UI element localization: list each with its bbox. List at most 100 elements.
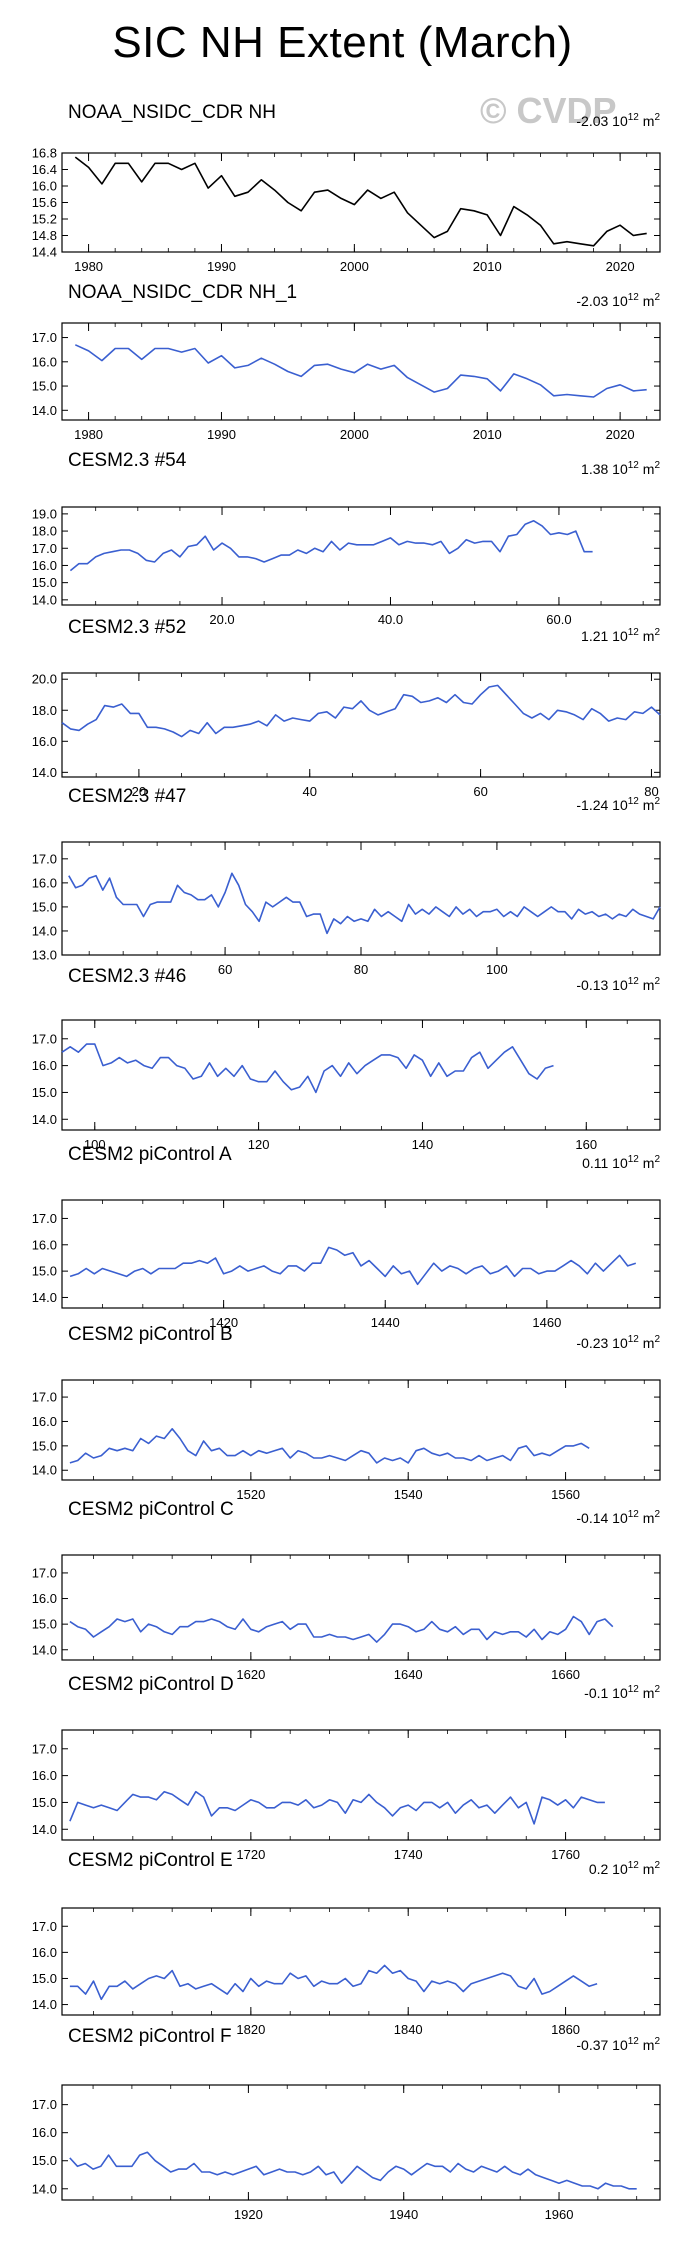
x-tick-label: 1520 <box>236 1487 265 1502</box>
x-tick-label: 100 <box>486 962 508 977</box>
x-tick-label: 1920 <box>234 2207 263 2222</box>
y-tick-label: 14.0 <box>32 1290 57 1305</box>
chart-panel-0: NOAA_NSIDC_CDR NH -2.03 1012 m2 16.816.4 16… <box>32 102 661 274</box>
y-tick-label: 14.0 <box>32 2181 57 2196</box>
chart-panel-2: CESM2.3 #54 1.38 1012 m2 19.0 18.0 17.0 16.0 1… <box>32 450 661 627</box>
x-tick-label: 1620 <box>236 1667 265 1682</box>
x-tick-label: 1440 <box>371 1315 400 1330</box>
trend-label: -0.23 1012 m2 <box>576 1334 660 1351</box>
y-tick-label: 15.0 <box>32 2153 57 2168</box>
x-tick-label: 2020 <box>606 259 635 274</box>
chart-panel-11: CESM2 piControl F -0.37 1012 m2 17.0 16.0 15… <box>32 2026 661 2222</box>
chart-panel-4: CESM2.3 #47 -1.24 1012 m2 17.0 16.0 15.0 14.0… <box>32 786 661 977</box>
plot-frame <box>61 841 661 956</box>
series-line <box>61 684 661 738</box>
x-tick-label: 40.0 <box>378 612 403 627</box>
y-tick-label: 15.0 <box>32 899 57 914</box>
chart-panel-5: CESM2.3 #46 -0.13 1012 m2 17.0 16.0 15.0 14.0… <box>32 966 661 1152</box>
x-tick-label: 1980 <box>74 427 103 442</box>
chart-panel-3: CESM2.3 #52 1.21 1012 m2 20.0 18.0 16.0 14.0 2… <box>32 617 661 799</box>
series-line <box>69 1428 590 1464</box>
y-tick-label: 14.0 <box>32 403 57 418</box>
y-tick-label: 15.0 <box>32 1264 57 1279</box>
panel-title: NOAA_NSIDC_CDR NH_1 <box>68 282 297 303</box>
x-tick-label: 1990 <box>207 259 236 274</box>
y-tick-label: 15.6 <box>32 195 57 210</box>
x-tick-label: 1720 <box>236 1847 265 1862</box>
x-tick-label: 1980 <box>74 259 103 274</box>
plot-frame <box>61 1907 661 2016</box>
y-tick-label: 14.8 <box>32 228 57 243</box>
y-tick-label: 14.4 <box>32 245 57 260</box>
y-tick-label: 16.0 <box>32 179 57 194</box>
x-tick-label: 140 <box>412 1137 434 1152</box>
y-tick-label: 17.0 <box>32 1565 57 1580</box>
panel-title: CESM2.3 #47 <box>68 786 186 807</box>
x-tick-label: 40 <box>303 784 317 799</box>
x-tick-label: 20 <box>132 784 146 799</box>
y-tick-label: 14.0 <box>32 1463 57 1478</box>
x-tick-label: 1990 <box>207 427 236 442</box>
trend-label: 0.2 1012 m2 <box>589 1860 661 1877</box>
x-tick-label: 2010 <box>473 427 502 442</box>
x-tick-label: 1660 <box>551 1667 580 1682</box>
x-tick-label: 1940 <box>389 2207 418 2222</box>
x-tick-label: 1540 <box>394 1487 423 1502</box>
x-tick-label: 1760 <box>551 1847 580 1862</box>
y-tick-label: 15.0 <box>32 1971 57 1986</box>
y-tick-label: 15.0 <box>32 1795 57 1810</box>
x-tick-label: 20.0 <box>209 612 234 627</box>
series-line <box>74 344 647 398</box>
plot-frame <box>61 1199 661 1309</box>
panel-title: NOAA_NSIDC_CDR NH <box>68 102 276 123</box>
y-tick-label: 17.0 <box>32 1390 57 1405</box>
y-tick-label: 14.0 <box>32 592 57 607</box>
y-tick-label: 20.0 <box>32 672 57 687</box>
y-tick-label: 18.0 <box>32 524 57 539</box>
x-tick-label: 1840 <box>394 2022 423 2037</box>
series-line <box>61 1043 554 1094</box>
y-tick-label: 17.0 <box>32 1211 57 1226</box>
trend-label: -0.1 1012 m2 <box>584 1684 660 1701</box>
y-tick-label: 16.0 <box>32 1768 57 1783</box>
plot-frame <box>61 1379 661 1481</box>
y-tick-label: 15.0 <box>32 1617 57 1632</box>
y-tick-label: 14.0 <box>32 1642 57 1657</box>
x-tick-label: 60 <box>218 962 232 977</box>
y-tick-label: 13.0 <box>32 948 57 963</box>
panel-title: CESM2 piControl E <box>68 1850 233 1871</box>
watermark: © CVDP <box>480 90 617 131</box>
series-line <box>69 1964 598 2001</box>
series-line <box>69 1790 605 1825</box>
plot-frame <box>61 506 661 606</box>
y-tick-label: 15.0 <box>32 1085 57 1100</box>
y-tick-label: 17.0 <box>32 330 57 345</box>
y-tick-label: 16.0 <box>32 875 57 890</box>
trend-label: 0.11 1012 m2 <box>582 1154 660 1171</box>
y-tick-label: 16.0 <box>32 1237 57 1252</box>
series-line <box>69 1246 637 1286</box>
panel-title: CESM2 piControl C <box>68 1499 234 1520</box>
y-tick-label: 15.2 <box>32 212 57 227</box>
y-tick-label: 14.0 <box>32 923 57 938</box>
y-tick-label: 17.0 <box>32 1031 57 1046</box>
chart-panel-10: CESM2 piControl E 0.2 1012 m2 17.0 16.0 15.0… <box>32 1850 661 2037</box>
y-tick-label: 19.0 <box>32 506 57 521</box>
trend-label: 1.38 1012 m2 <box>581 460 660 477</box>
y-tick-label: 16.0 <box>32 734 57 749</box>
page-title: SIC NH Extent (March) <box>112 18 573 67</box>
series-line <box>69 2151 637 2190</box>
plot-frame <box>61 672 661 778</box>
x-tick-label: 2000 <box>340 259 369 274</box>
trend-label: -2.03 1012 m2 <box>576 112 660 129</box>
trend-label: -0.13 1012 m2 <box>576 976 660 993</box>
trend-label: -2.03 1012 m2 <box>576 292 660 309</box>
chart-panel-7: CESM2 piControl B -0.23 1012 m2 17.0 16.0 15… <box>32 1324 661 1502</box>
y-tick-label: 16.0 <box>32 2125 57 2140</box>
x-tick-label: 2020 <box>606 427 635 442</box>
x-tick-label: 1860 <box>551 2022 580 2037</box>
plot-frame <box>61 322 661 421</box>
trend-label: -1.24 1012 m2 <box>576 796 660 813</box>
x-tick-label: 1740 <box>394 1847 423 1862</box>
